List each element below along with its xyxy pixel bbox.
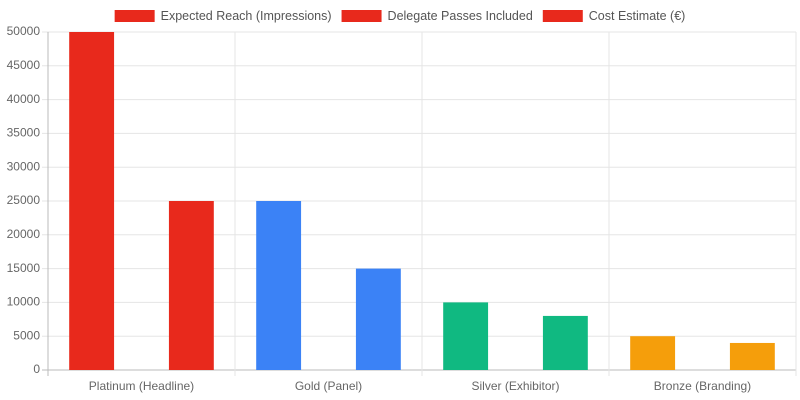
bar [630,336,676,370]
y-tick-label: 25000 [7,193,41,207]
legend-swatch [341,10,382,22]
bar [729,342,775,370]
x-tick-label: Silver (Exhibitor) [471,379,559,393]
x-tick-label: Gold (Panel) [295,379,362,393]
legend-label: Expected Reach (Impressions) [161,9,332,23]
x-tick-label: Bronze (Branding) [654,379,751,393]
bar [443,302,489,370]
legend-swatch [542,10,583,22]
y-tick-label: 45000 [7,58,41,72]
y-tick-label: 35000 [7,126,41,140]
y-tick-label: 40000 [7,92,41,106]
bar [542,315,588,370]
y-tick-label: 20000 [7,227,41,241]
bar [168,201,214,370]
y-tick-label: 5000 [13,328,40,342]
legend-label: Cost Estimate (€) [589,9,686,23]
bar [256,201,302,370]
legend-label: Delegate Passes Included [388,9,533,23]
y-tick-label: 0 [33,362,40,376]
y-tick-label: 30000 [7,159,41,173]
x-tick-label: Platinum (Headline) [89,379,194,393]
y-tick-label: 15000 [7,261,41,275]
bar [69,32,115,370]
legend-swatch [114,10,155,22]
y-tick-label: 50000 [7,24,41,38]
y-tick-label: 10000 [7,295,41,309]
bar [355,268,401,370]
